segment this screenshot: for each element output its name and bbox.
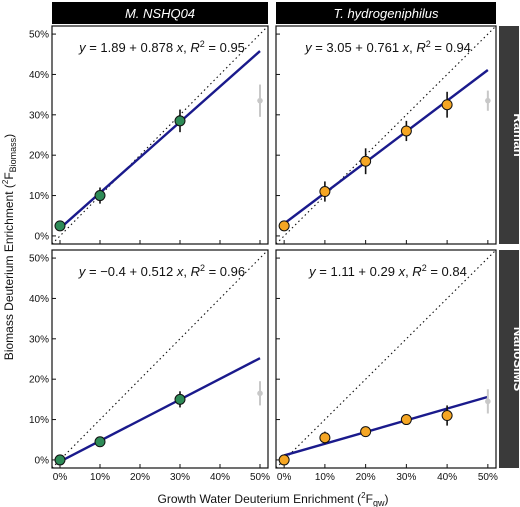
row-strip-1	[499, 250, 519, 468]
y-tick-label: 30%	[29, 334, 49, 345]
data-point	[174, 115, 186, 127]
y-tick-label: 50%	[29, 254, 49, 265]
data-point	[94, 190, 106, 202]
y-tick-label: 40%	[29, 70, 49, 81]
identity-line	[51, 249, 269, 469]
fit-line	[59, 357, 261, 463]
fit-equation: y = 1.89 + 0.878 x, R2 = 0.95	[78, 39, 245, 55]
x-tick-label: 30%	[170, 472, 190, 483]
x-tick-label: 0%	[277, 472, 292, 483]
y-tick-label: 20%	[29, 151, 49, 162]
reference-point	[485, 398, 491, 405]
data-point	[400, 125, 412, 137]
panel-0: 0% 10% 20% 30% 40% 50% y = 1.89 + 0.878 x, R2 …	[29, 25, 269, 245]
x-tick-label: 0%	[53, 472, 68, 483]
data-point	[94, 436, 106, 448]
panel-frame	[275, 249, 497, 469]
y-tick-label: 40%	[29, 294, 49, 305]
fit-line	[283, 69, 489, 225]
x-tick-label: 40%	[437, 472, 457, 483]
data-point	[360, 155, 372, 167]
panel-2: 0%0% 10% 10% 20% 20% 30% 30% 40% 40% 50% 50% y = −0…	[29, 249, 270, 483]
reference-point	[257, 97, 263, 104]
data-point	[441, 99, 453, 111]
reference-point	[485, 97, 491, 104]
column-header-bar-1	[276, 2, 496, 24]
fit-line	[59, 50, 261, 230]
panel-frame	[275, 25, 497, 245]
y-tick-label: 10%	[29, 191, 49, 202]
y-tick-label: 0%	[35, 455, 50, 466]
column-title-1: T. hydrogeniphilus	[333, 6, 439, 21]
data-point	[174, 393, 186, 405]
y-tick-label: 0%	[35, 231, 50, 242]
fit-equation: y = −0.4 + 0.512 x, R2 = 0.96	[78, 263, 245, 279]
y-tick-label: 50%	[29, 30, 49, 41]
panel-1: y = 3.05 + 0.761 x, R2 = 0.94	[275, 25, 497, 245]
row-label-0: Raman	[511, 113, 520, 156]
panel-3: 0% 10% 20% 30% 40% 50% y = 1.11 + 0.29 x, R2 =…	[275, 249, 498, 483]
reference-point	[257, 390, 263, 397]
y-tick-label: 20%	[29, 375, 49, 386]
fit-line	[283, 395, 489, 457]
data-point	[54, 220, 66, 232]
data-point	[360, 426, 372, 438]
data-point	[278, 220, 290, 232]
row-strip-0	[499, 26, 519, 244]
column-header-bar-0	[52, 2, 268, 24]
x-tick-label: 10%	[315, 472, 335, 483]
data-point	[319, 186, 331, 198]
row-label-1: NanoSIMS	[511, 327, 520, 392]
x-tick-label: 10%	[90, 472, 110, 483]
fit-equation: y = 1.11 + 0.29 x, R2 = 0.84	[308, 263, 467, 279]
x-tick-label: 30%	[396, 472, 416, 483]
x-axis-label: Growth Water Deuterium Enrichment (2Fgw)	[158, 491, 389, 507]
fit-equation: y = 3.05 + 0.761 x, R2 = 0.94	[304, 39, 471, 55]
x-tick-label: 20%	[130, 472, 150, 483]
data-point	[319, 432, 331, 444]
data-point	[278, 454, 290, 466]
x-tick-label: 50%	[478, 472, 498, 483]
x-tick-label: 50%	[250, 472, 270, 483]
data-point	[54, 454, 66, 466]
y-axis-label: Biomass Deuterium Enrichment (2FBiomass)	[1, 134, 18, 360]
column-title-0: M. NSHQ04	[125, 6, 195, 21]
data-point	[400, 414, 412, 426]
y-tick-label: 10%	[29, 415, 49, 426]
y-tick-label: 30%	[29, 110, 49, 121]
x-tick-label: 20%	[356, 472, 376, 483]
x-tick-label: 40%	[210, 472, 230, 483]
data-point	[441, 410, 453, 422]
identity-line	[51, 25, 269, 245]
